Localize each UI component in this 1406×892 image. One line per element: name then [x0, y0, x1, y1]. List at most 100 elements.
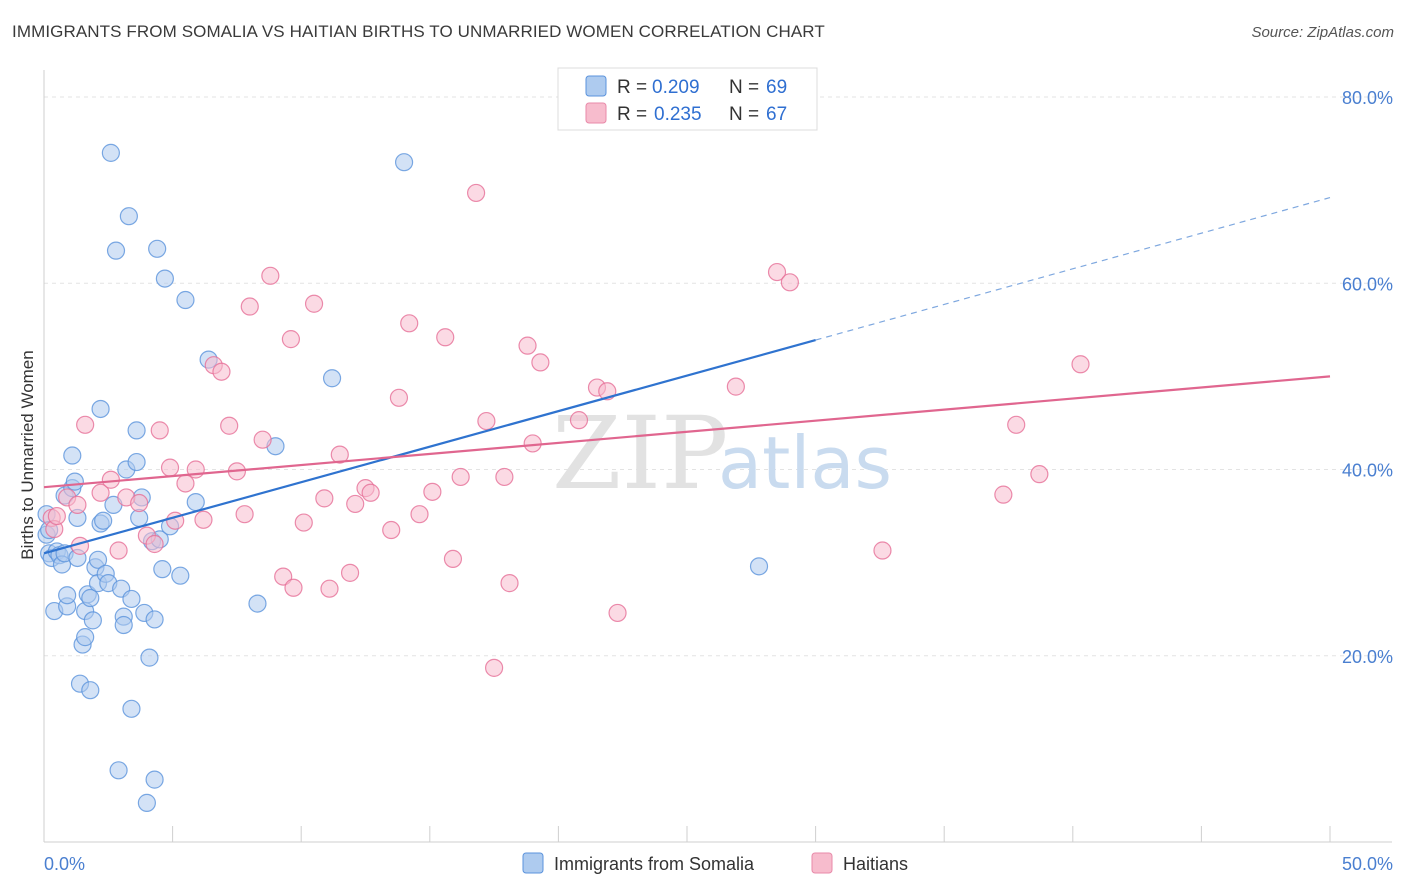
series-haitians-points [42, 183, 1090, 677]
y-tick-labels: 20.0% 40.0% 60.0% 80.0% [1342, 88, 1393, 667]
point-haitians-7 [91, 483, 110, 502]
point-somalia-36 [106, 241, 126, 260]
point-somalia-31 [94, 511, 113, 530]
legend-r-label-1: R = [617, 104, 647, 125]
point-haitians-54 [523, 434, 542, 453]
point-haitians-45 [436, 328, 455, 347]
y-tick-label-2: 60.0% [1342, 274, 1393, 294]
point-haitians-24 [235, 505, 254, 524]
chart-title: IMMIGRANTS FROM SOMALIA VS HAITIAN BIRTH… [12, 22, 825, 41]
point-haitians-40 [382, 520, 401, 540]
point-haitians-48 [466, 183, 486, 203]
point-somalia-51 [140, 648, 159, 667]
point-somalia-54 [145, 770, 164, 789]
point-haitians-65 [1007, 415, 1026, 434]
trend-line-haitians [43, 375, 1331, 489]
point-haitians-59 [608, 603, 627, 623]
point-haitians-33 [315, 489, 334, 508]
point-haitians-56 [569, 411, 589, 430]
point-haitians-39 [361, 483, 380, 502]
legend-r-value-1: 0.235 [654, 104, 702, 125]
point-haitians-37 [346, 494, 365, 514]
bottom-legend-swatch-haitians [811, 852, 833, 874]
point-somalia-44 [122, 699, 141, 718]
trend-lines [43, 196, 1331, 555]
point-haitians-35 [330, 445, 349, 464]
point-somalia-46 [127, 421, 146, 440]
point-haitians-44 [423, 482, 442, 501]
point-haitians-61 [767, 262, 787, 282]
point-haitians-19 [194, 510, 213, 529]
legend-swatch-somalia [585, 75, 607, 97]
bottom-legend: Immigrants from Somalia Haitians [522, 852, 908, 874]
point-somalia-43 [122, 589, 141, 609]
axes [43, 70, 1392, 843]
point-somalia-58 [155, 269, 174, 288]
point-somalia-65 [248, 594, 267, 613]
point-somalia-34 [101, 143, 120, 162]
point-haitians-27 [261, 266, 280, 285]
point-haitians-50 [485, 658, 504, 677]
point-haitians-13 [145, 534, 164, 554]
point-somalia-55 [148, 239, 167, 258]
y-axis-title: Births to Unmarried Women [18, 350, 37, 559]
trend-line-somalia [43, 338, 816, 555]
point-haitians-22 [220, 416, 239, 435]
point-somalia-67 [394, 153, 414, 172]
point-haitians-67 [1071, 355, 1090, 374]
point-somalia-14 [63, 446, 82, 465]
point-haitians-46 [443, 549, 463, 569]
x-tick-label-0: 0.0% [44, 854, 85, 874]
point-haitians-25 [240, 297, 259, 316]
point-haitians-11 [130, 493, 149, 513]
bottom-legend-label-haitians: Haitians [843, 854, 908, 874]
point-somalia-45 [127, 452, 146, 472]
point-haitians-15 [160, 458, 180, 477]
point-somalia-24 [81, 588, 100, 608]
point-haitians-53 [518, 336, 537, 355]
point-somalia-61 [176, 290, 195, 310]
point-somalia-30 [91, 399, 110, 419]
bottom-legend-label-somalia: Immigrants from Somalia [554, 854, 755, 874]
point-haitians-21 [212, 362, 231, 381]
point-somalia-15 [65, 472, 84, 491]
point-haitians-66 [1030, 465, 1049, 484]
point-haitians-62 [780, 273, 799, 292]
series-somalia-points [37, 143, 769, 812]
point-haitians-6 [76, 415, 95, 434]
legend-n-value-1: 67 [766, 104, 787, 125]
point-haitians-34 [320, 579, 339, 598]
point-somalia-60 [171, 566, 190, 585]
legend-n-value-0: 69 [766, 77, 787, 98]
point-haitians-4 [68, 495, 87, 514]
legend-swatch-haitians [585, 102, 607, 124]
legend-n-label-0: N = [729, 77, 759, 98]
point-somalia-68 [749, 557, 769, 576]
point-haitians-52 [500, 574, 519, 593]
point-haitians-2 [47, 506, 66, 526]
point-haitians-49 [477, 411, 496, 431]
point-haitians-30 [284, 578, 303, 597]
point-somalia-37 [109, 761, 128, 780]
legend-n-label-1: N = [729, 104, 759, 125]
trend-line-somalia-extension [815, 196, 1331, 341]
point-haitians-63 [873, 541, 892, 560]
point-somalia-42 [119, 207, 138, 226]
y-tick-label-3: 80.0% [1342, 88, 1393, 108]
source-label: Source: ZipAtlas.com [1251, 24, 1394, 41]
point-haitians-29 [281, 330, 301, 349]
point-haitians-41 [389, 388, 409, 407]
point-haitians-32 [304, 294, 324, 313]
point-somalia-27 [88, 550, 108, 569]
point-haitians-31 [294, 513, 313, 532]
point-somalia-40 [114, 615, 133, 635]
point-haitians-64 [994, 485, 1013, 504]
y-tick-label-0: 20.0% [1342, 647, 1393, 667]
point-haitians-43 [410, 505, 429, 524]
point-haitians-47 [451, 467, 470, 487]
point-somalia-53 [145, 610, 164, 629]
point-somalia-62 [186, 492, 205, 512]
x-tick-labels: 0.0% 50.0% [44, 854, 1393, 874]
point-somalia-66 [322, 369, 342, 388]
point-haitians-55 [531, 353, 550, 372]
